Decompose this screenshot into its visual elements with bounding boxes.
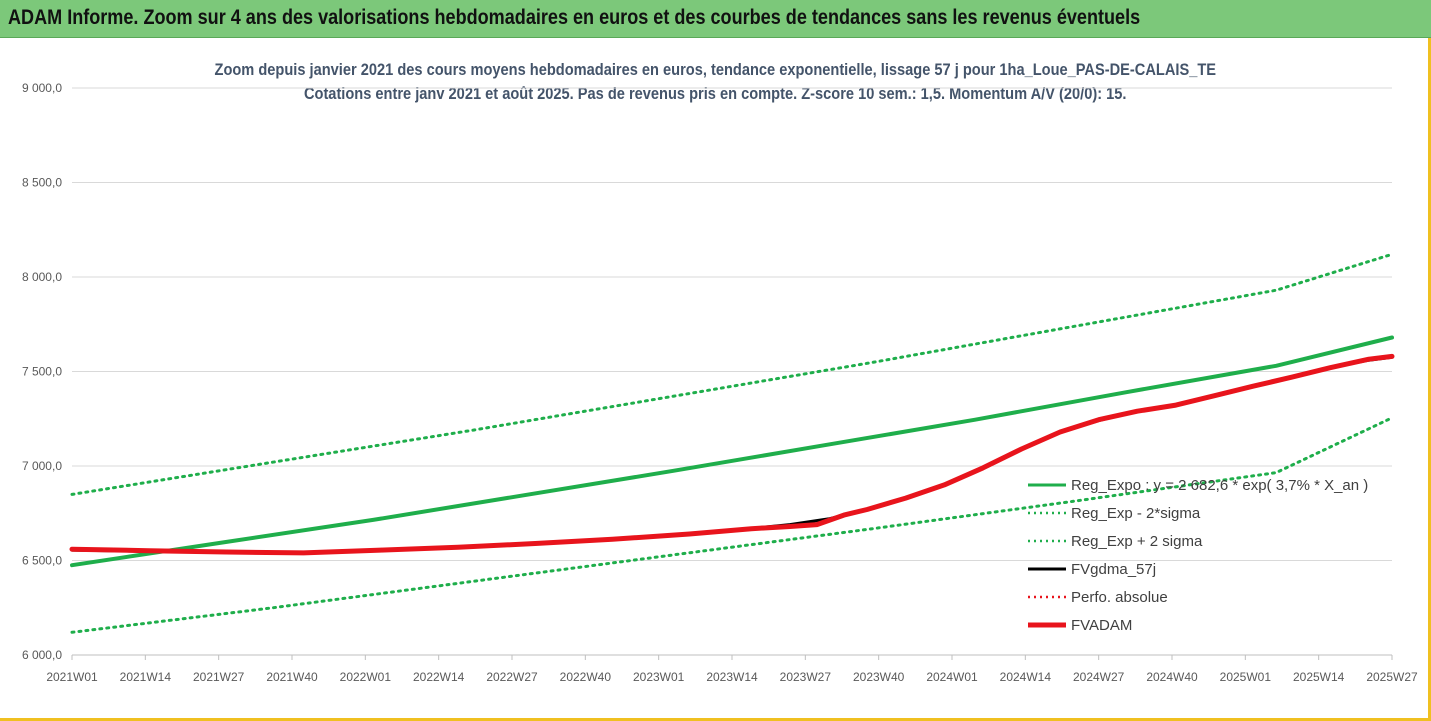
chart-title-line1: Zoom depuis janvier 2021 des cours moyen… [0,60,1431,80]
x-tick-label: 2024W01 [926,670,978,684]
y-tick-label: 9 000,0 [22,81,62,95]
legend-entry-1: Reg_Exp - 2*sigma [1071,505,1201,522]
x-tick-label: 2025W01 [1220,670,1272,684]
chart-title-line2-text: Cotations entre janv 2021 et août 2025. … [304,84,1127,103]
x-tick-label: 2022W27 [486,670,538,684]
banner-title: ADAM Informe. Zoom sur 4 ans des valoris… [8,6,1141,29]
x-tick-label: 2021W27 [193,670,245,684]
x-tick-label: 2022W14 [413,670,465,684]
y-tick-label: 8 500,0 [22,176,62,190]
chart-title-line1-text: Zoom depuis janvier 2021 des cours moyen… [214,60,1217,79]
chart-title-line2: Cotations entre janv 2021 et août 2025. … [0,84,1431,104]
x-tick-label: 2023W14 [706,670,758,684]
legend-entry-4: Perfo. absolue [1071,589,1168,606]
legend-entry-5: FVADAM [1071,617,1132,634]
chart-frame [0,38,1431,721]
series-line-3 [70,355,1394,555]
x-tick-label: 2024W27 [1073,670,1125,684]
x-tick-label: 2024W14 [1000,670,1052,684]
x-tick-label: 2023W40 [853,670,905,684]
legend-entry-3: FVgdma_57j [1071,561,1156,578]
x-tick-label: 2021W01 [46,670,98,684]
x-tick-label: 2022W40 [560,670,612,684]
x-tick-label: 2023W27 [780,670,832,684]
legend-entry-2: Reg_Exp + 2 sigma [1071,533,1203,550]
report-banner: ADAM Informe. Zoom sur 4 ans des valoris… [0,0,1431,38]
series-line-2 [70,252,1394,496]
series-line-0 [70,335,1394,568]
y-tick-label: 8 000,0 [22,270,62,284]
x-tick-label: 2025W14 [1293,670,1345,684]
x-tick-label: 2022W01 [340,670,392,684]
x-tick-label: 2021W40 [266,670,318,684]
y-tick-label: 7 000,0 [22,459,62,473]
x-tick-label: 2021W14 [120,670,172,684]
x-tick-label: 2024W40 [1146,670,1198,684]
series-line-5 [69,353,1395,556]
y-tick-label: 7 500,0 [22,365,62,379]
series-line-1 [70,416,1394,634]
y-tick-label: 6 000,0 [22,648,62,662]
x-tick-label: 2023W01 [633,670,685,684]
x-tick-label: 2025W27 [1366,670,1418,684]
legend-entry-0: Reg_Expo : y = 2 682,6 * exp( 3,7% * X_a… [1071,477,1368,494]
y-tick-label: 6 500,0 [22,554,62,568]
